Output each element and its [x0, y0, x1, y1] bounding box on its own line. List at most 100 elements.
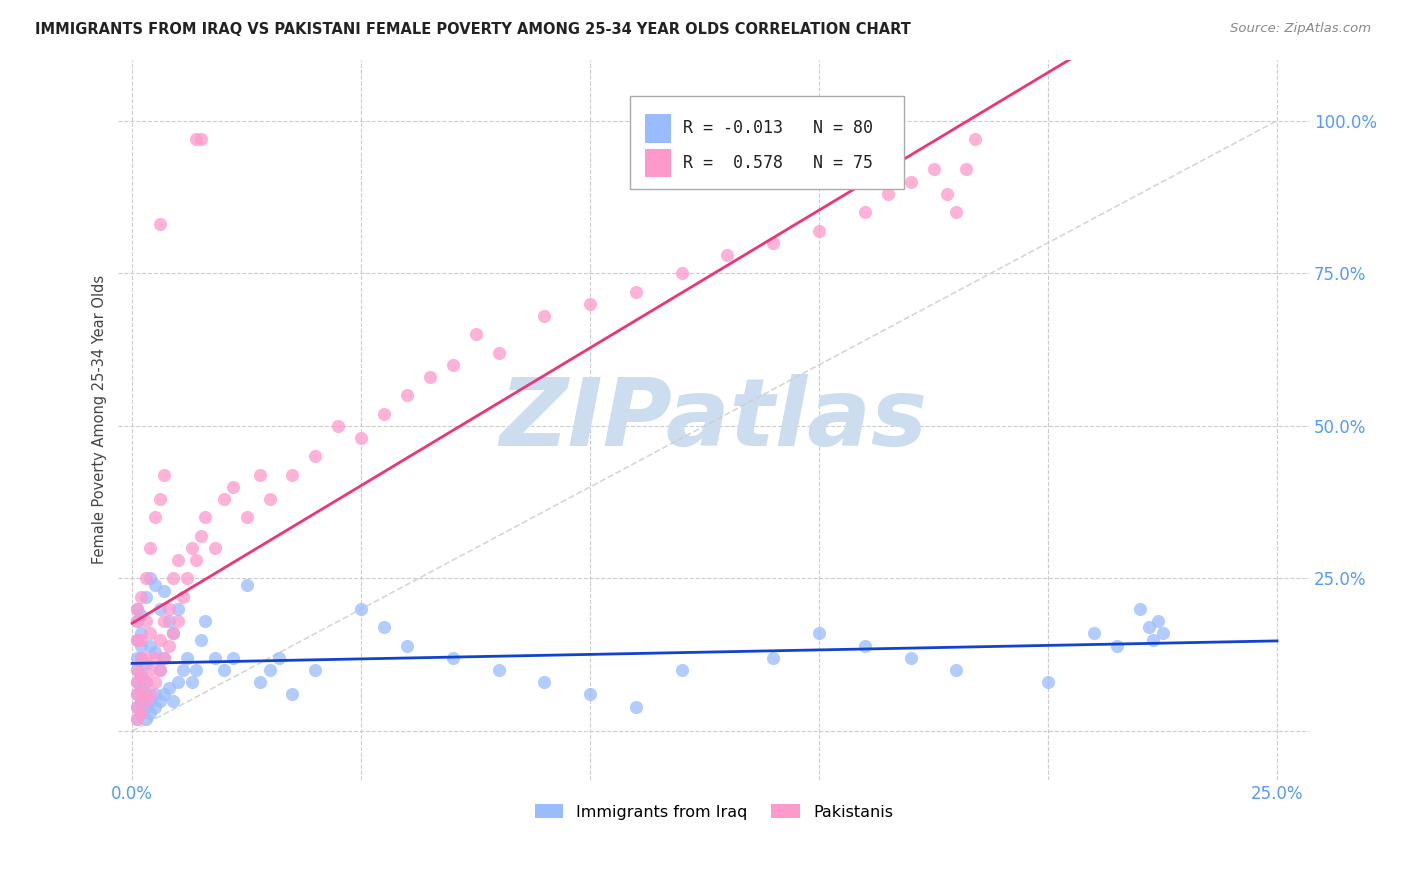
Point — [131, 681, 153, 696]
Point — [143, 577, 166, 591]
Point — [190, 132, 212, 146]
Point — [212, 492, 235, 507]
Point — [176, 572, 198, 586]
Point — [204, 651, 226, 665]
Point — [125, 602, 148, 616]
Point — [900, 175, 922, 189]
Point — [304, 663, 326, 677]
Point — [186, 663, 208, 677]
Point — [135, 699, 157, 714]
Point — [624, 285, 647, 299]
Point — [936, 186, 959, 201]
Text: ZIPatlas: ZIPatlas — [499, 374, 928, 466]
Point — [135, 675, 157, 690]
Point — [373, 407, 395, 421]
Point — [167, 675, 190, 690]
Point — [139, 663, 162, 677]
Point — [131, 639, 153, 653]
Point — [267, 651, 290, 665]
Bar — [645, 149, 671, 178]
Point — [1083, 626, 1105, 640]
Point — [125, 632, 148, 647]
Point — [488, 345, 510, 359]
Point — [281, 688, 304, 702]
Point — [194, 510, 217, 524]
Point — [304, 450, 326, 464]
Point — [671, 663, 693, 677]
Point — [131, 632, 153, 647]
Point — [131, 688, 153, 702]
Point — [441, 358, 464, 372]
Point — [139, 706, 162, 720]
Point — [162, 572, 184, 586]
Point — [135, 675, 157, 690]
Point — [922, 162, 945, 177]
Bar — [630, 95, 904, 189]
Point — [671, 266, 693, 280]
Point — [222, 480, 245, 494]
Point — [945, 663, 967, 677]
Point — [172, 590, 194, 604]
Point — [125, 688, 148, 702]
Point — [125, 651, 148, 665]
Point — [143, 645, 166, 659]
Point — [139, 626, 162, 640]
Point — [900, 651, 922, 665]
Point — [149, 632, 172, 647]
Point — [579, 297, 602, 311]
Point — [135, 572, 157, 586]
Point — [222, 651, 245, 665]
Point — [135, 693, 157, 707]
Point — [808, 223, 831, 237]
Point — [180, 675, 202, 690]
Point — [125, 699, 148, 714]
Point — [153, 651, 176, 665]
Point — [149, 663, 172, 677]
Point — [180, 541, 202, 555]
Point — [1129, 602, 1152, 616]
Point — [186, 553, 208, 567]
Point — [149, 492, 172, 507]
Point — [131, 669, 153, 683]
Point — [125, 663, 148, 677]
Point — [149, 602, 172, 616]
Point — [1137, 620, 1160, 634]
Point — [149, 663, 172, 677]
Point — [131, 706, 153, 720]
Point — [235, 510, 257, 524]
Point — [157, 614, 180, 628]
Point — [162, 693, 184, 707]
Point — [249, 675, 271, 690]
Text: Source: ZipAtlas.com: Source: ZipAtlas.com — [1230, 22, 1371, 36]
Point — [162, 626, 184, 640]
Legend: Immigrants from Iraq, Pakistanis: Immigrants from Iraq, Pakistanis — [529, 797, 900, 826]
Point — [395, 639, 418, 653]
Point — [135, 614, 157, 628]
Point — [1105, 639, 1128, 653]
Point — [139, 572, 162, 586]
Point — [135, 590, 157, 604]
Point — [579, 688, 602, 702]
Point — [143, 688, 166, 702]
Point — [162, 626, 184, 640]
Point — [1147, 614, 1170, 628]
Point — [167, 553, 190, 567]
Point — [488, 663, 510, 677]
Point — [157, 681, 180, 696]
Point — [135, 712, 157, 726]
Point — [125, 688, 148, 702]
Text: R = -0.013   N = 80: R = -0.013 N = 80 — [683, 120, 873, 137]
Point — [533, 675, 555, 690]
Point — [176, 651, 198, 665]
Point — [131, 590, 153, 604]
Point — [190, 632, 212, 647]
Point — [853, 639, 876, 653]
Point — [125, 663, 148, 677]
Point — [143, 699, 166, 714]
Point — [464, 327, 486, 342]
Point — [194, 614, 217, 628]
Point — [172, 663, 194, 677]
Point — [167, 602, 190, 616]
Point — [716, 248, 738, 262]
Point — [125, 602, 148, 616]
